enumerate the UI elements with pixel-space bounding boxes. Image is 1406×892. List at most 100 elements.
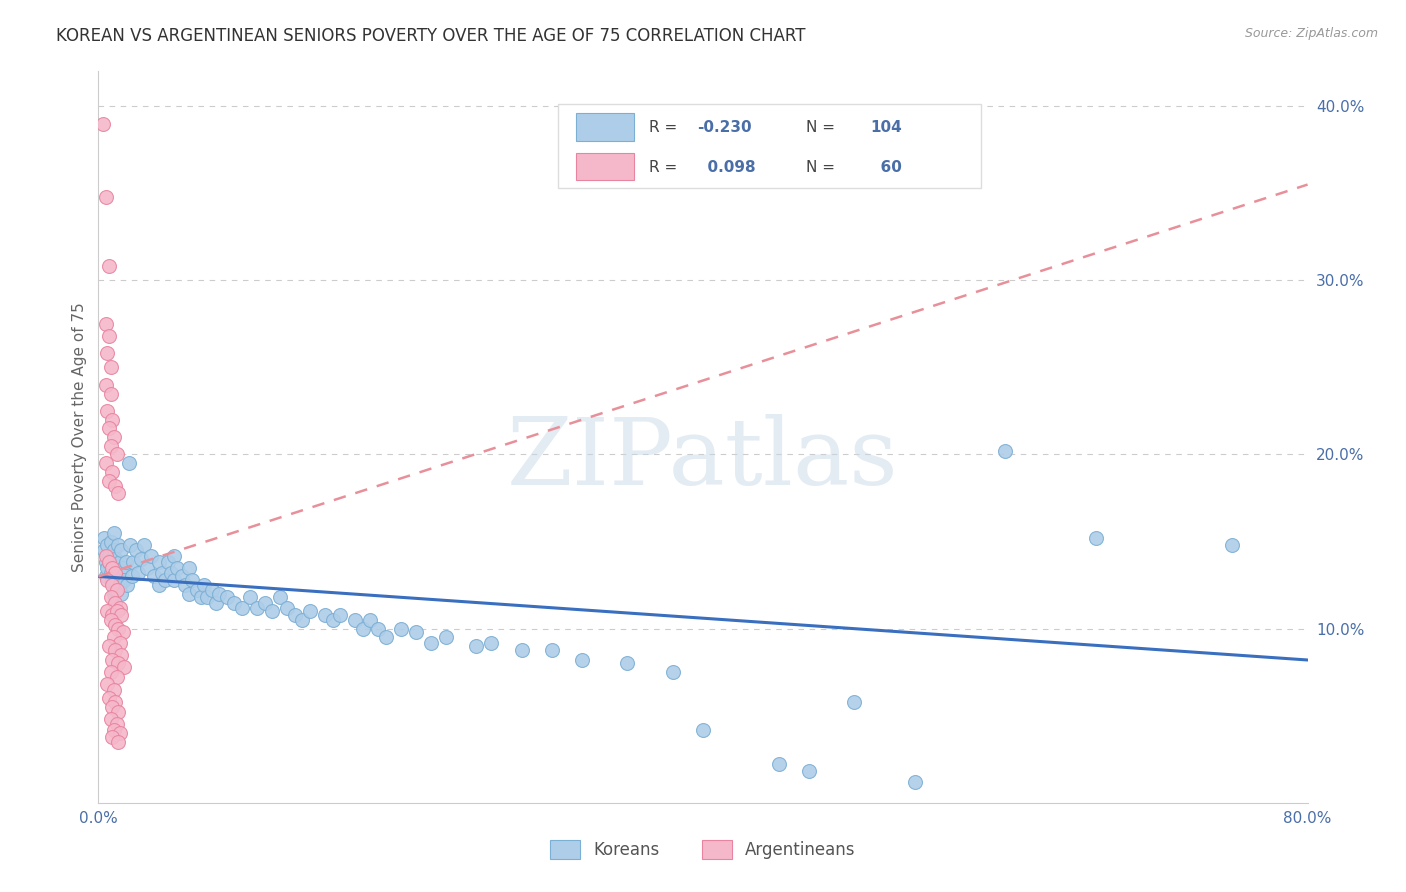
Point [844, 695, 866, 709]
Y-axis label: Seniors Poverty Over the Age of 75: Seniors Poverty Over the Age of 75 [72, 302, 87, 572]
Point [104, 552, 127, 566]
Point [103, 682, 125, 697]
Point [107, 485, 129, 500]
Point [104, 642, 127, 657]
Point [276, 600, 298, 615]
Point [96, 404, 118, 418]
Point [111, 625, 134, 640]
Point [148, 556, 170, 570]
Point [129, 552, 152, 566]
Point [101, 560, 124, 574]
Point [104, 595, 127, 609]
Point [100, 566, 122, 580]
Point [179, 587, 201, 601]
Point [904, 775, 927, 789]
Point [994, 444, 1017, 458]
Point [122, 556, 145, 570]
Point [101, 412, 124, 426]
Point [193, 578, 215, 592]
Point [105, 670, 128, 684]
Point [179, 560, 201, 574]
Point [100, 591, 122, 605]
Point [291, 613, 314, 627]
Point [299, 604, 322, 618]
Point [104, 695, 127, 709]
FancyBboxPatch shape [576, 113, 634, 141]
Point [93, 543, 115, 558]
Point [173, 578, 195, 592]
Point [616, 657, 638, 671]
Point [374, 631, 396, 645]
Point [143, 569, 166, 583]
Point [224, 595, 246, 609]
Point [150, 566, 173, 580]
Point [110, 607, 132, 622]
Point [201, 583, 224, 598]
Text: N =: N = [806, 160, 835, 175]
Point [344, 613, 367, 627]
Point [108, 578, 131, 592]
Point [100, 439, 122, 453]
Point [112, 573, 135, 587]
Point [98, 691, 121, 706]
Point [205, 595, 228, 609]
Point [135, 560, 157, 574]
Point [104, 583, 127, 598]
Point [107, 705, 129, 719]
Point [692, 723, 714, 737]
Point [101, 573, 124, 587]
Point [661, 665, 683, 680]
Point [108, 556, 131, 570]
Point [91, 117, 114, 131]
Point [93, 531, 115, 545]
Point [190, 591, 212, 605]
Point [101, 653, 124, 667]
Point [98, 260, 121, 274]
Point [105, 560, 128, 574]
Point [186, 583, 208, 598]
Point [170, 569, 193, 583]
Point [215, 591, 238, 605]
Point [322, 613, 344, 627]
Point [100, 386, 122, 401]
Point [100, 665, 122, 680]
Point [239, 591, 262, 605]
Point [105, 717, 128, 731]
Point [1220, 538, 1243, 552]
Point [103, 587, 125, 601]
Text: 104: 104 [870, 120, 901, 136]
Legend: Koreans, Argentineans: Koreans, Argentineans [543, 831, 863, 868]
Point [120, 538, 142, 552]
Point [105, 448, 128, 462]
Point [107, 622, 129, 636]
Point [195, 591, 218, 605]
Point [107, 657, 129, 671]
Point [112, 660, 135, 674]
Point [111, 560, 134, 574]
Point [352, 622, 374, 636]
Point [110, 543, 132, 558]
Point [98, 549, 121, 563]
Point [101, 607, 124, 622]
Text: 0.098: 0.098 [697, 160, 755, 175]
Text: KOREAN VS ARGENTINEAN SENIORS POVERTY OVER THE AGE OF 75 CORRELATION CHART: KOREAN VS ARGENTINEAN SENIORS POVERTY OV… [56, 27, 806, 45]
Point [163, 549, 186, 563]
Text: R =: R = [648, 120, 676, 136]
Point [115, 578, 138, 592]
Point [231, 600, 253, 615]
Text: Source: ZipAtlas.com: Source: ZipAtlas.com [1244, 27, 1378, 40]
Point [141, 549, 163, 563]
Point [98, 329, 121, 343]
Point [103, 543, 125, 558]
Point [284, 607, 307, 622]
Point [105, 578, 128, 592]
Point [98, 556, 121, 570]
Point [314, 607, 336, 622]
Point [104, 479, 127, 493]
Point [108, 635, 131, 649]
Point [367, 622, 389, 636]
Point [510, 642, 533, 657]
Point [94, 549, 117, 563]
Point [103, 573, 125, 587]
Point [118, 456, 141, 470]
